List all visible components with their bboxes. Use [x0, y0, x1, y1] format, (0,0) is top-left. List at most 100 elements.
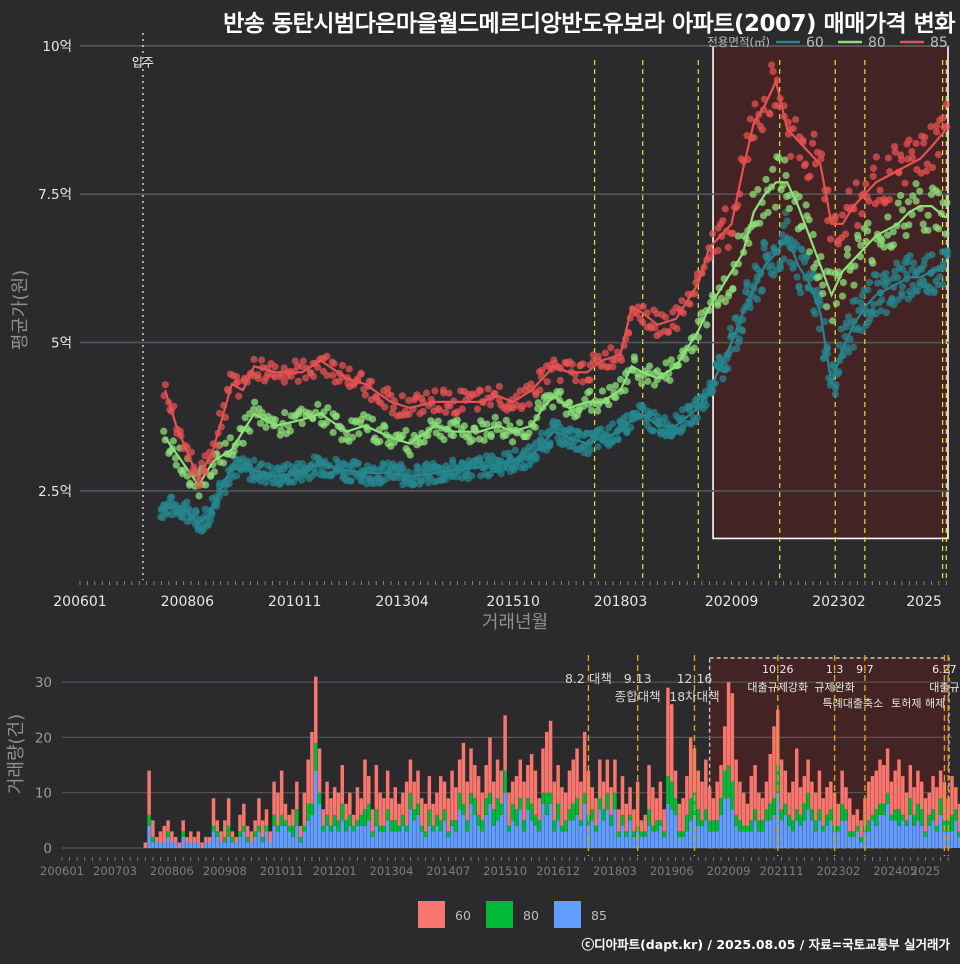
- volume-bar-80: [450, 820, 454, 826]
- volume-bar-60: [927, 792, 932, 815]
- price-point-60: [168, 493, 176, 501]
- price-point-85: [323, 352, 331, 360]
- price-point-85: [806, 172, 814, 180]
- volume-bar-60: [802, 776, 807, 804]
- policy-label: 10.26: [762, 663, 794, 676]
- price-point-80: [221, 439, 230, 447]
- volume-bar-80: [829, 809, 833, 821]
- volume-bar-60: [454, 787, 458, 821]
- price-point-60: [186, 517, 194, 525]
- volume-bar-80: [537, 820, 541, 832]
- volume-bar-60: [446, 798, 451, 832]
- price-point-85: [769, 67, 777, 76]
- volume-bar-80: [533, 814, 538, 826]
- volume-bar-85: [579, 825, 583, 848]
- volume-bar-85: [552, 831, 557, 848]
- volume-y-tick-label: 20: [35, 730, 52, 746]
- volume-bar-80: [522, 820, 526, 832]
- price-point-80: [606, 383, 614, 392]
- volume-bar-85: [420, 831, 424, 848]
- price-point-85: [789, 125, 797, 133]
- price-point-80: [838, 292, 847, 300]
- volume-bar-85: [662, 836, 666, 848]
- price-point-80: [935, 225, 943, 233]
- price-point-60: [936, 273, 944, 281]
- volume-bar-60: [950, 776, 954, 815]
- price-point-80: [889, 228, 897, 236]
- volume-x-tick-label: 200703: [93, 864, 137, 878]
- volume-bar-85: [370, 836, 375, 848]
- volume-bar-60: [719, 765, 723, 799]
- volume-bar-80: [151, 836, 155, 843]
- price-point-85: [383, 385, 392, 393]
- volume-bar-85: [901, 820, 905, 848]
- volume-bar-60: [806, 759, 810, 793]
- price-point-80: [912, 180, 920, 188]
- volume-bar-60: [204, 836, 208, 843]
- volume-bar-60: [889, 781, 894, 815]
- price-point-85: [525, 400, 533, 408]
- volume-bar-60: [408, 759, 413, 793]
- volume-bar-60: [177, 842, 182, 848]
- price-point-80: [802, 201, 810, 209]
- volume-bar-80: [367, 803, 371, 821]
- price-point-60: [347, 477, 355, 485]
- price-point-85: [538, 366, 546, 375]
- price-point-60: [191, 510, 199, 518]
- volume-bar-80: [802, 803, 807, 821]
- volume-bar-85: [545, 814, 549, 848]
- volume-x-tick-label: 202302: [816, 864, 860, 878]
- price-point-60: [757, 287, 766, 295]
- volume-bar-80: [226, 825, 231, 837]
- price-point-80: [523, 433, 531, 441]
- price-point-60: [608, 434, 616, 442]
- price-point-60: [797, 289, 805, 297]
- price-point-85: [766, 110, 774, 118]
- volume-bar-80: [677, 831, 682, 837]
- volume-bar-85: [526, 809, 530, 848]
- price-point-80: [460, 422, 469, 430]
- volume-bar-85: [537, 831, 541, 848]
- volume-bar-60: [200, 842, 204, 848]
- volume-bar-80: [658, 820, 663, 826]
- volume-bar-85: [348, 825, 352, 848]
- volume-bar-80: [791, 820, 795, 832]
- price-legend-label-85: 85: [930, 35, 948, 51]
- price-point-85: [651, 324, 659, 332]
- volume-bar-85: [488, 803, 492, 848]
- volume-bar-80: [215, 831, 220, 837]
- policy-label: 8.2 대책: [565, 671, 612, 686]
- price-point-60: [468, 472, 476, 480]
- volume-bar-85: [207, 842, 212, 848]
- volume-bar-80: [510, 803, 515, 821]
- volume-bar-80: [283, 820, 288, 826]
- price-point-85: [445, 389, 453, 397]
- price-point-80: [694, 333, 703, 341]
- volume-bar-80: [230, 836, 235, 843]
- price-point-85: [271, 373, 279, 381]
- price-point-85: [338, 361, 347, 370]
- price-x-tick-label: 200601: [53, 594, 106, 610]
- volume-bar-80: [480, 820, 485, 832]
- volume-bar-60: [363, 759, 367, 810]
- price-point-80: [534, 399, 542, 407]
- price-point-80: [634, 374, 642, 382]
- price-point-85: [586, 376, 594, 384]
- volume-bar-60: [541, 748, 545, 793]
- volume-bar-80: [469, 792, 473, 804]
- price-point-80: [805, 216, 813, 224]
- volume-bar-80: [643, 831, 647, 837]
- price-point-85: [661, 313, 670, 321]
- volume-bar-60: [851, 814, 856, 832]
- price-point-80: [402, 426, 410, 435]
- price-point-60: [556, 439, 564, 447]
- volume-bar-60: [442, 781, 447, 810]
- price-point-85: [446, 402, 454, 410]
- volume-bar-85: [219, 842, 223, 848]
- volume-bar-85: [624, 836, 629, 848]
- price-point-80: [621, 386, 629, 395]
- volume-bar-80: [836, 825, 841, 832]
- price-point-60: [753, 295, 761, 303]
- volume-bar-60: [450, 770, 454, 821]
